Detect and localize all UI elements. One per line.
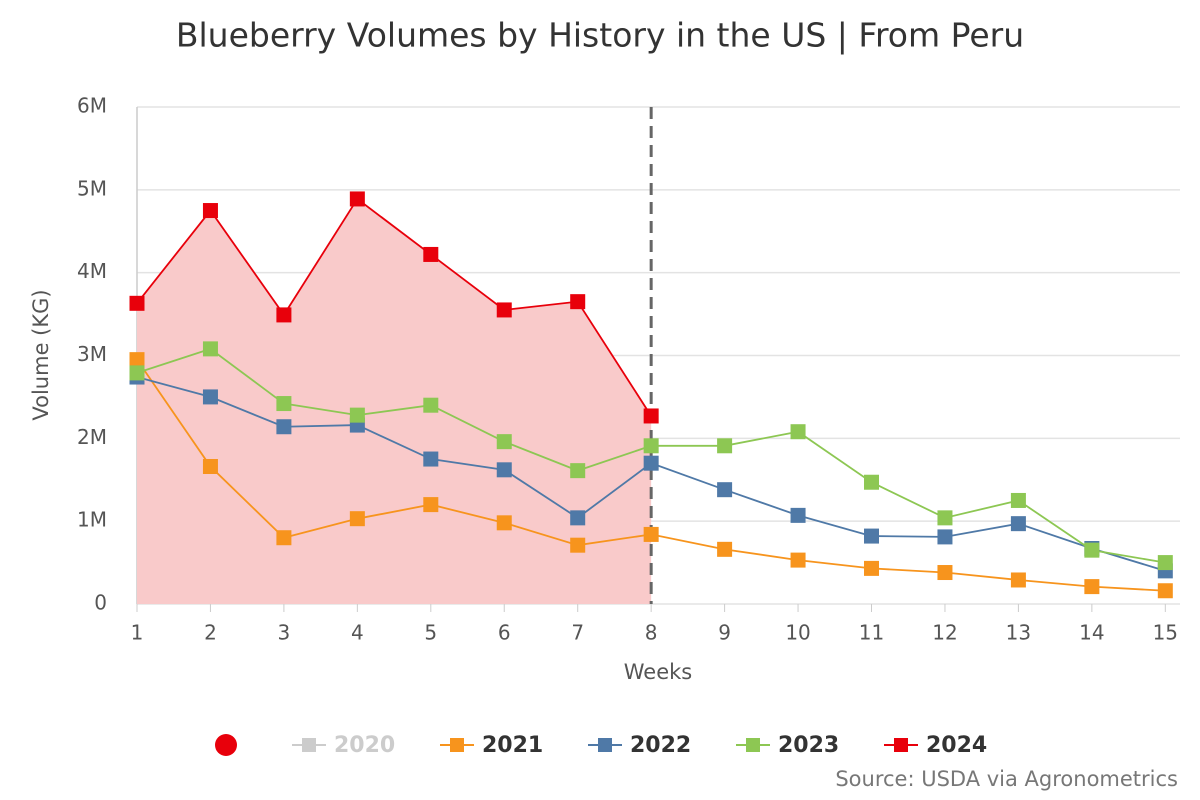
x-tick-label: 15	[1153, 621, 1178, 645]
point-marker	[1010, 492, 1026, 508]
point-marker	[202, 458, 218, 474]
x-tick-label: 12	[932, 621, 957, 645]
y-tick-label: 0	[94, 591, 107, 615]
legend-label: 2021	[482, 733, 543, 758]
point-marker	[864, 560, 880, 576]
y-tick-label: 6M	[77, 94, 107, 118]
point-marker	[496, 515, 512, 531]
x-tick-label: 11	[859, 621, 884, 645]
x-tick-label: 4	[351, 621, 364, 645]
point-marker	[643, 408, 659, 424]
point-marker	[864, 474, 880, 490]
point-marker	[423, 451, 439, 467]
legend-marker	[302, 738, 316, 752]
point-marker	[129, 365, 145, 381]
x-tick-label: 2	[204, 621, 217, 645]
x-tick-label: 1	[131, 621, 144, 645]
point-marker	[276, 530, 292, 546]
x-tick-label: 3	[278, 621, 291, 645]
y-tick-label: 4M	[77, 259, 107, 283]
point-marker	[349, 191, 365, 207]
point-marker	[423, 497, 439, 513]
legend-marker	[894, 738, 908, 752]
x-axis-label: Weeks	[624, 660, 692, 684]
point-marker	[349, 511, 365, 527]
point-marker	[937, 510, 953, 526]
point-marker	[1084, 542, 1100, 558]
legend-marker	[598, 738, 612, 752]
point-marker	[570, 537, 586, 553]
point-marker	[1010, 516, 1026, 532]
x-tick-label: 5	[424, 621, 437, 645]
x-tick-label: 6	[498, 621, 511, 645]
legend-label: 2020	[334, 733, 395, 758]
point-marker	[202, 389, 218, 405]
point-marker	[643, 526, 659, 542]
point-marker	[717, 438, 733, 454]
point-marker	[129, 295, 145, 311]
x-tick-label: 13	[1006, 621, 1031, 645]
point-marker	[276, 419, 292, 435]
x-tick-label: 7	[571, 621, 584, 645]
point-marker	[790, 507, 806, 523]
point-marker	[349, 407, 365, 423]
point-marker	[1084, 579, 1100, 595]
point-marker	[496, 302, 512, 318]
point-marker	[570, 463, 586, 479]
y-tick-label: 5M	[77, 176, 107, 200]
x-tick-label: 9	[718, 621, 731, 645]
x-tick-label: 14	[1079, 621, 1104, 645]
y-tick-label: 2M	[77, 425, 107, 449]
point-marker	[423, 397, 439, 413]
point-marker	[129, 352, 145, 368]
point-marker	[570, 294, 586, 310]
area	[137, 198, 652, 604]
point-marker	[717, 541, 733, 557]
point-marker	[202, 341, 218, 357]
point-marker	[937, 565, 953, 581]
legend-marker	[450, 738, 464, 752]
legend-label: 2022	[630, 733, 691, 758]
point-marker	[276, 396, 292, 412]
point-marker	[202, 203, 218, 219]
y-tick-label: 1M	[77, 508, 107, 532]
point-marker	[496, 434, 512, 450]
point-marker	[717, 482, 733, 498]
point-marker	[864, 528, 880, 544]
x-tick-label: 8	[645, 621, 658, 645]
point-marker	[276, 307, 292, 323]
legend-marker	[746, 738, 760, 752]
series-line	[136, 197, 652, 417]
x-tick-label: 10	[785, 621, 810, 645]
point-marker	[790, 552, 806, 568]
legend-indicator	[215, 734, 237, 756]
point-marker	[1010, 572, 1026, 588]
legend-label: 2023	[778, 733, 839, 758]
legend-label: 2024	[926, 733, 987, 758]
point-marker	[423, 246, 439, 262]
y-tick-label: 3M	[77, 342, 107, 366]
point-marker	[643, 455, 659, 471]
chart-title: Blueberry Volumes by History in the US |…	[176, 16, 1024, 55]
point-marker	[1157, 555, 1173, 571]
point-marker	[570, 510, 586, 526]
y-axis-label: Volume (KG)	[29, 289, 53, 420]
point-marker	[790, 424, 806, 440]
point-marker	[643, 438, 659, 454]
point-marker	[1157, 583, 1173, 599]
point-marker	[496, 462, 512, 478]
source: Source: USDA via Agronometrics	[835, 767, 1178, 791]
point-marker	[937, 529, 953, 545]
